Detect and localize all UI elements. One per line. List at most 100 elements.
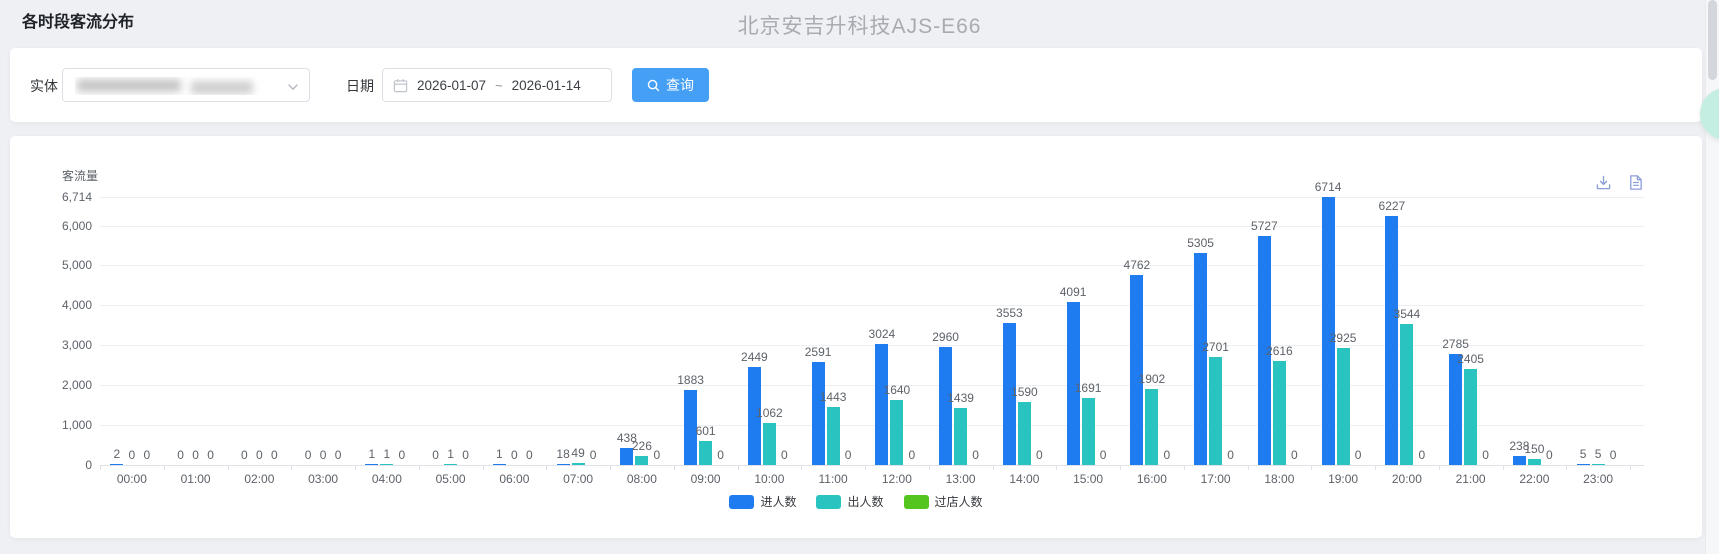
bar-value-label: 1590 bbox=[1011, 384, 1038, 399]
bar[interactable] bbox=[556, 464, 570, 465]
bar[interactable] bbox=[444, 464, 458, 465]
bar[interactable] bbox=[1066, 301, 1080, 465]
x-axis-tick bbox=[865, 466, 866, 470]
bar[interactable] bbox=[875, 344, 889, 465]
bar[interactable] bbox=[1017, 401, 1031, 465]
bar[interactable] bbox=[1081, 397, 1095, 465]
bar[interactable] bbox=[365, 464, 379, 465]
bar-value-label: 4091 bbox=[1059, 284, 1087, 299]
legend-item[interactable]: 出人数 bbox=[816, 493, 884, 510]
bar[interactable] bbox=[1336, 348, 1350, 465]
calendar-icon bbox=[393, 78, 408, 93]
bar-value-label: 4762 bbox=[1123, 257, 1151, 272]
x-axis-tick bbox=[801, 466, 803, 470]
bar[interactable] bbox=[762, 422, 776, 465]
document-icon[interactable] bbox=[1627, 174, 1644, 191]
x-axis-tick bbox=[737, 466, 739, 470]
bar[interactable] bbox=[939, 346, 953, 465]
y-tick-label: 4,000 bbox=[61, 298, 92, 313]
legend-item[interactable]: 过店人数 bbox=[903, 493, 983, 510]
date-range-picker[interactable]: 2026-01-07 ~ 2026-01-14 bbox=[382, 68, 612, 102]
bar[interactable] bbox=[1321, 197, 1335, 465]
bar[interactable] bbox=[1527, 459, 1541, 465]
entity-select[interactable] bbox=[62, 68, 310, 102]
bar[interactable] bbox=[826, 407, 840, 465]
bar[interactable] bbox=[1576, 464, 1590, 465]
bar-value-label: 5 bbox=[1579, 447, 1587, 461]
bar[interactable] bbox=[1400, 323, 1414, 465]
bar[interactable] bbox=[1194, 253, 1208, 465]
bar[interactable] bbox=[890, 399, 904, 465]
bar[interactable] bbox=[954, 407, 968, 465]
x-axis-tick bbox=[1120, 466, 1121, 470]
bar-value-label: 1443 bbox=[819, 390, 847, 405]
bar-value-label: 2616 bbox=[1266, 343, 1293, 358]
bar[interactable] bbox=[699, 441, 713, 465]
bar[interactable] bbox=[1449, 353, 1463, 465]
x-axis-tick bbox=[546, 466, 548, 470]
bar-value-label: 601 bbox=[695, 424, 716, 438]
bar[interactable] bbox=[1145, 389, 1159, 465]
bar-value-label: 1883 bbox=[677, 372, 704, 387]
y-tick-label: 2,000 bbox=[61, 378, 92, 393]
bar[interactable] bbox=[1591, 464, 1605, 465]
bar[interactable] bbox=[1512, 455, 1526, 465]
bar[interactable] bbox=[571, 463, 585, 465]
x-tick-label: 12:00 bbox=[881, 472, 912, 486]
bar-value-label: 2925 bbox=[1329, 331, 1357, 346]
entity-value-redacted bbox=[75, 77, 275, 95]
bar[interactable] bbox=[811, 361, 825, 465]
grid-line bbox=[100, 265, 1644, 267]
query-button[interactable]: 查询 bbox=[632, 68, 709, 102]
date-start[interactable]: 2026-01-07 bbox=[417, 77, 487, 93]
bar-value-label: 438 bbox=[616, 430, 637, 445]
bar[interactable] bbox=[1385, 216, 1399, 465]
floating-widget-button[interactable] bbox=[1700, 88, 1719, 140]
bar-value-label: 0 bbox=[1354, 448, 1362, 462]
bar[interactable] bbox=[635, 456, 649, 465]
x-axis-tick bbox=[1438, 466, 1440, 470]
bar-value-label: 0 bbox=[271, 448, 278, 462]
bar-value-label: 0 bbox=[334, 448, 342, 462]
bar[interactable] bbox=[1272, 360, 1286, 465]
legend-item[interactable]: 进人数 bbox=[729, 493, 796, 510]
bar[interactable] bbox=[684, 389, 698, 465]
bar[interactable] bbox=[620, 447, 634, 465]
legend-swatch bbox=[903, 494, 929, 509]
filter-panel: 实体 日期 2026-01-07 ~ 2026-01-14 查询 bbox=[10, 48, 1702, 122]
bar-value-label: 6714 bbox=[1314, 180, 1342, 194]
bar-value-label: 2449 bbox=[741, 350, 768, 365]
bar-value-label: 0 bbox=[304, 448, 312, 462]
bar[interactable] bbox=[1464, 369, 1478, 465]
query-button-label: 查询 bbox=[666, 77, 694, 93]
scrollbar-thumb[interactable] bbox=[1708, 0, 1717, 80]
bar[interactable] bbox=[1257, 236, 1271, 465]
scrollbar[interactable] bbox=[1705, 0, 1719, 554]
bar[interactable] bbox=[1130, 274, 1144, 465]
y-tick-label: 1,000 bbox=[61, 418, 92, 433]
bar[interactable] bbox=[1002, 323, 1016, 465]
bar-value-label: 0 bbox=[1609, 448, 1617, 462]
bar-value-label: 0 bbox=[1546, 448, 1553, 462]
x-tick-label: 11:00 bbox=[818, 472, 848, 486]
bar-value-label: 0 bbox=[256, 448, 263, 462]
bar[interactable] bbox=[380, 464, 394, 465]
bar[interactable] bbox=[110, 464, 124, 465]
date-end[interactable]: 2026-01-14 bbox=[511, 77, 581, 93]
y-tick-label: 6,714 bbox=[61, 190, 92, 204]
bar-value-label: 3024 bbox=[868, 327, 896, 342]
grid-line bbox=[100, 305, 1644, 307]
bar-value-label: 49 bbox=[571, 446, 585, 460]
bar[interactable] bbox=[1209, 357, 1223, 465]
bar-value-label: 0 bbox=[177, 448, 184, 462]
x-axis-tick bbox=[355, 466, 356, 470]
bar[interactable] bbox=[492, 464, 506, 465]
bar-value-label: 5727 bbox=[1251, 219, 1278, 234]
top-bar: 各时段客流分布 北京安吉升科技AJS-E66 bbox=[0, 0, 1719, 46]
bar-value-label: 1902 bbox=[1138, 372, 1166, 387]
bar-value-label: 0 bbox=[717, 448, 724, 462]
bar-value-label: 6227 bbox=[1378, 199, 1406, 214]
bar-value-label: 0 bbox=[207, 448, 214, 462]
bar[interactable] bbox=[747, 367, 761, 465]
download-icon[interactable] bbox=[1595, 174, 1612, 191]
